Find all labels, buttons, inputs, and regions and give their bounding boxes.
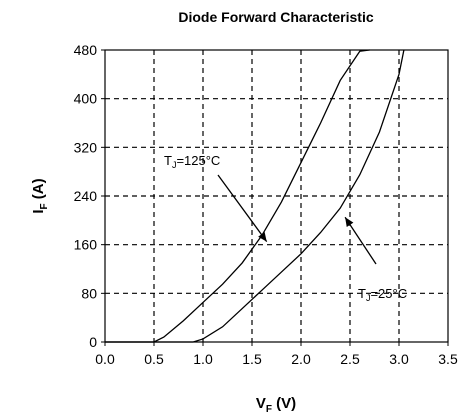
y-tick-labels: 0 80 160 240 320 400 480 bbox=[74, 42, 105, 350]
y-axis-label-main: I bbox=[30, 209, 47, 213]
series-line-1 bbox=[105, 49, 370, 343]
annotation-layer: TJ=125°CTJ=25°C bbox=[164, 153, 407, 303]
y-axis-label-unit: (A) bbox=[30, 178, 47, 203]
annotation-rest: =125°C bbox=[176, 153, 220, 168]
annotation-arrowhead bbox=[258, 231, 267, 242]
grid-lines bbox=[105, 50, 448, 342]
series-line-2 bbox=[105, 49, 405, 343]
x-tick-label: 1.0 bbox=[193, 351, 213, 367]
annotation-arrow-line bbox=[217, 174, 268, 243]
x-tick-labels: 0.0 0.5 1.0 1.5 2.0 2.5 3.0 3.5 bbox=[95, 342, 458, 367]
annotation-main: T bbox=[164, 153, 172, 168]
y-axis-label-sub: F bbox=[39, 203, 50, 209]
annotation-sub: J bbox=[172, 160, 177, 170]
y-tick-label: 80 bbox=[81, 285, 97, 301]
annotation-sub: J bbox=[366, 293, 371, 303]
y-axis-label: IF (A) bbox=[30, 178, 50, 213]
annotation-label: TJ=125°C bbox=[164, 153, 220, 170]
series-layer bbox=[105, 49, 405, 343]
y-tick-label: 480 bbox=[74, 42, 98, 58]
x-tick-label: 2.0 bbox=[291, 351, 311, 367]
annotation-arrow-line bbox=[344, 216, 377, 265]
x-tick-label: 0.0 bbox=[95, 351, 115, 367]
x-axis-label-main: V bbox=[256, 395, 266, 412]
x-tick-label: 3.0 bbox=[389, 351, 409, 367]
annotation-main: T bbox=[358, 286, 366, 301]
x-axis-label-unit: (V) bbox=[272, 395, 296, 412]
x-tick-label: 2.5 bbox=[340, 351, 360, 367]
x-axis-label: VF (V) bbox=[256, 395, 296, 415]
annotation-rest: =25°C bbox=[370, 286, 407, 301]
y-tick-label: 320 bbox=[74, 139, 98, 155]
annotation-arrowhead bbox=[345, 217, 354, 228]
y-tick-label: 240 bbox=[74, 188, 98, 204]
x-tick-label: 1.5 bbox=[242, 351, 262, 367]
y-tick-label: 0 bbox=[89, 334, 97, 350]
x-tick-label: 3.5 bbox=[438, 351, 458, 367]
y-tick-label: 400 bbox=[74, 91, 98, 107]
annotation-label: TJ=25°C bbox=[358, 286, 407, 303]
x-tick-label: 0.5 bbox=[144, 351, 164, 367]
x-axis-label-sub: F bbox=[266, 404, 272, 415]
y-tick-label: 160 bbox=[74, 237, 98, 253]
chart-title: Diode Forward Characteristic bbox=[178, 9, 373, 25]
